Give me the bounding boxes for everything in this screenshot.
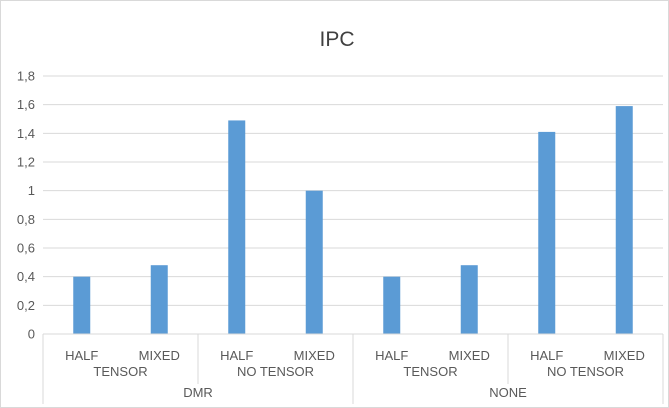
x-type-label: NO TENSOR <box>547 364 624 379</box>
grid-lines <box>43 75 663 306</box>
bar <box>305 190 323 334</box>
bar <box>73 276 91 334</box>
x-axis: HALF MIXED HALF MIXED HALF MIXED HALF MIXEDTENS… <box>42 333 664 404</box>
bars <box>73 106 633 334</box>
bar <box>228 120 246 334</box>
y-tick-label: 0,6 <box>17 241 35 256</box>
x-type-label: NO TENSOR <box>237 364 314 379</box>
y-tick-label: 0,2 <box>17 298 35 313</box>
y-tick-label: 0,8 <box>17 212 35 227</box>
x-type-label: TENSOR <box>93 364 147 379</box>
x-category-label: MIXED <box>139 348 180 363</box>
x-group-label: NONE <box>489 385 527 400</box>
x-group-label: DMR <box>183 385 213 400</box>
x-category-label: MIXED <box>294 348 335 363</box>
y-tick-label: 1,2 <box>17 155 35 170</box>
y-tick-label: 0,4 <box>17 269 35 284</box>
x-category-label: MIXED <box>449 348 490 363</box>
bar <box>460 265 478 334</box>
x-category-label: HALF <box>530 348 563 363</box>
x-type-label: TENSOR <box>403 364 457 379</box>
y-tick-label: 1,8 <box>17 69 35 84</box>
y-axis-ticks: 0 0,2 0,4 0,6 0,8 1 1,2 1,4 1,6 1,8 <box>17 69 35 342</box>
x-category-label: HALF <box>220 348 253 363</box>
bar <box>538 131 556 334</box>
bar <box>150 265 168 334</box>
y-tick-label: 1,4 <box>17 126 35 141</box>
x-category-label: MIXED <box>604 348 645 363</box>
y-tick-label: 1 <box>28 183 35 198</box>
x-category-label: HALF <box>65 348 98 363</box>
y-tick-label: 1,6 <box>17 97 35 112</box>
bar <box>615 106 633 334</box>
chart-title: IPC <box>319 28 354 51</box>
bar <box>383 276 401 334</box>
y-tick-label: 0 <box>28 327 35 342</box>
x-category-label: HALF <box>375 348 408 363</box>
